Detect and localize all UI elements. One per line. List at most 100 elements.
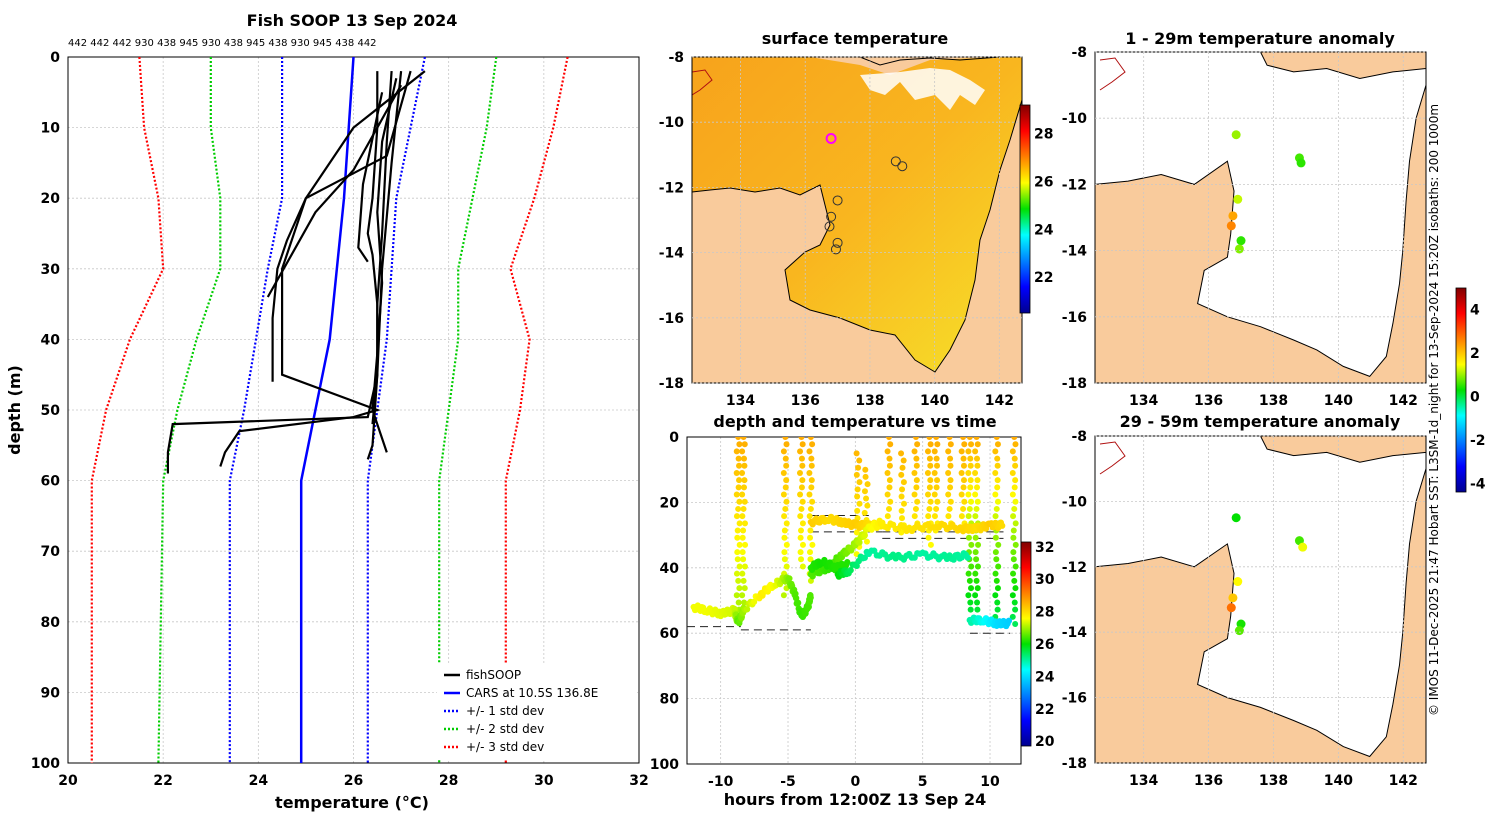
dt-dive-point	[739, 448, 746, 455]
anom2-xtick-label: 134	[1129, 773, 1158, 789]
dt-dive-point	[886, 462, 893, 469]
anom2-xtick-label: 140	[1324, 773, 1353, 789]
dt-dive-point	[806, 448, 813, 455]
dt-dive-point	[807, 549, 814, 556]
sst-station-marker	[826, 211, 837, 222]
profile-xlabel: temperature (°C)	[275, 793, 429, 812]
dt-dive-point	[781, 556, 788, 563]
sst-ytick-label: -10	[659, 115, 685, 131]
dt-dive-point	[855, 464, 862, 471]
dt-dive-point	[781, 527, 788, 534]
dt-dive-point	[886, 455, 893, 462]
dt-dive-point	[741, 520, 748, 527]
dt-dive-point	[736, 585, 743, 592]
sst-cloud-gap	[860, 68, 985, 110]
dt-dive-point	[947, 477, 954, 484]
dt-dive-point	[733, 491, 740, 498]
dt-dive-point	[735, 599, 742, 606]
dt-dive-point	[1012, 520, 1019, 527]
dt-dive-point	[965, 513, 972, 520]
anom2-anomaly-point	[1234, 626, 1244, 636]
dt-dive-point	[968, 441, 975, 448]
dt-dive-point	[974, 484, 981, 491]
profile-ytick-label: 100	[31, 756, 60, 772]
anom2-ytick-label: -10	[1062, 494, 1088, 510]
dt-dive-point	[780, 469, 787, 476]
dt-dive-point	[931, 448, 938, 455]
sst-ytick-label: -12	[659, 180, 684, 196]
dt-dive-point	[783, 563, 790, 570]
dt-dive-point	[733, 592, 740, 599]
legend-label: +/- 2 std dev	[466, 722, 544, 736]
dt-xlabel: hours from 12:00Z 13 Sep 24	[724, 790, 986, 809]
dt-dive-point	[900, 457, 907, 464]
dt-dive-point	[924, 469, 931, 476]
dt-dive-point	[1012, 621, 1019, 628]
dt-dive-point	[900, 500, 907, 507]
sst-markers	[824, 133, 908, 255]
profile-xtick-label: 24	[249, 773, 269, 789]
dt-dive-point	[739, 549, 746, 556]
anom-colorbar-frame	[1455, 287, 1467, 493]
anom1-ticks: 134 136 138 140 142 -8 -10 -12 -14 -16 -18	[1062, 45, 1426, 409]
dt-dive-point	[1012, 441, 1019, 448]
dt-colorbar-label: 22	[1035, 702, 1054, 718]
sst-station-marker	[824, 221, 835, 232]
dt-dive-point	[809, 498, 816, 505]
fish-profile-0	[366, 71, 379, 460]
dt-dive-point	[1011, 437, 1018, 440]
dt-dive-point	[741, 484, 748, 491]
profile-ytick-label: 50	[41, 403, 61, 419]
anom2-ytick-label: -18	[1062, 756, 1087, 772]
dt-dive-point	[734, 556, 741, 563]
anom2-north-land	[1259, 436, 1426, 463]
anom1-ytick-label: -10	[1062, 111, 1088, 127]
dt-dive-point	[924, 448, 931, 455]
dt-dive-point	[972, 448, 979, 455]
dt-dive-point	[899, 486, 906, 493]
dt-dive-point	[808, 484, 815, 491]
dt-dive-point	[960, 505, 967, 512]
sst-station-marker	[830, 244, 841, 255]
profile-xtick-label: 20	[58, 773, 78, 789]
cars-profile-line	[299, 57, 355, 763]
dt-dive-point	[967, 477, 974, 484]
dt-dive-point	[741, 585, 748, 592]
fish-profile-7	[357, 92, 384, 263]
dt-dive-point	[782, 505, 789, 512]
std1-low-line	[228, 57, 284, 763]
dt-dive-point	[799, 541, 806, 548]
dt-dive-point	[887, 498, 894, 505]
anom2-anomaly-point	[1226, 603, 1236, 613]
anom1-xtick-label: 142	[1389, 393, 1418, 409]
dt-dive-point	[798, 505, 805, 512]
dt-dive-point	[960, 455, 967, 462]
dt-dive-point	[1012, 541, 1019, 548]
dt-dive-point	[783, 498, 790, 505]
dt-dive-point	[783, 441, 790, 448]
dt-dive-point	[783, 520, 790, 527]
dt-dive-point	[1010, 527, 1017, 534]
dt-dive-point	[966, 505, 973, 512]
dt-dive-point	[967, 455, 974, 462]
sst-ytick-label: -16	[659, 311, 684, 327]
dt-dive-point	[798, 556, 805, 563]
anom2-xtick-label: 136	[1194, 773, 1223, 789]
anom2-ytick-label: -8	[1071, 429, 1087, 445]
anom2-title: 29 - 59m temperature anomaly	[1120, 412, 1401, 431]
sst-xtick-label: 134	[726, 393, 755, 409]
sst-colorbar-label: 24	[1034, 222, 1054, 238]
dt-ytick-label: 100	[650, 757, 679, 773]
anom1-points	[1226, 130, 1306, 254]
dt-series-point	[805, 603, 812, 611]
dt-dive-point	[994, 498, 1001, 505]
dt-dive-point	[934, 477, 941, 484]
profile-xtick-label: 28	[439, 773, 458, 789]
fish-profile-6	[371, 77, 398, 453]
dt-dive-point	[783, 541, 790, 548]
profile-top-labels: 442 442 442 930 438 945 930 438 945 438 …	[68, 38, 377, 49]
dt-dive-point	[898, 450, 905, 457]
dt-dive-point	[741, 455, 748, 462]
dt-dive-point	[1012, 462, 1019, 469]
anom2-river	[1099, 441, 1126, 475]
